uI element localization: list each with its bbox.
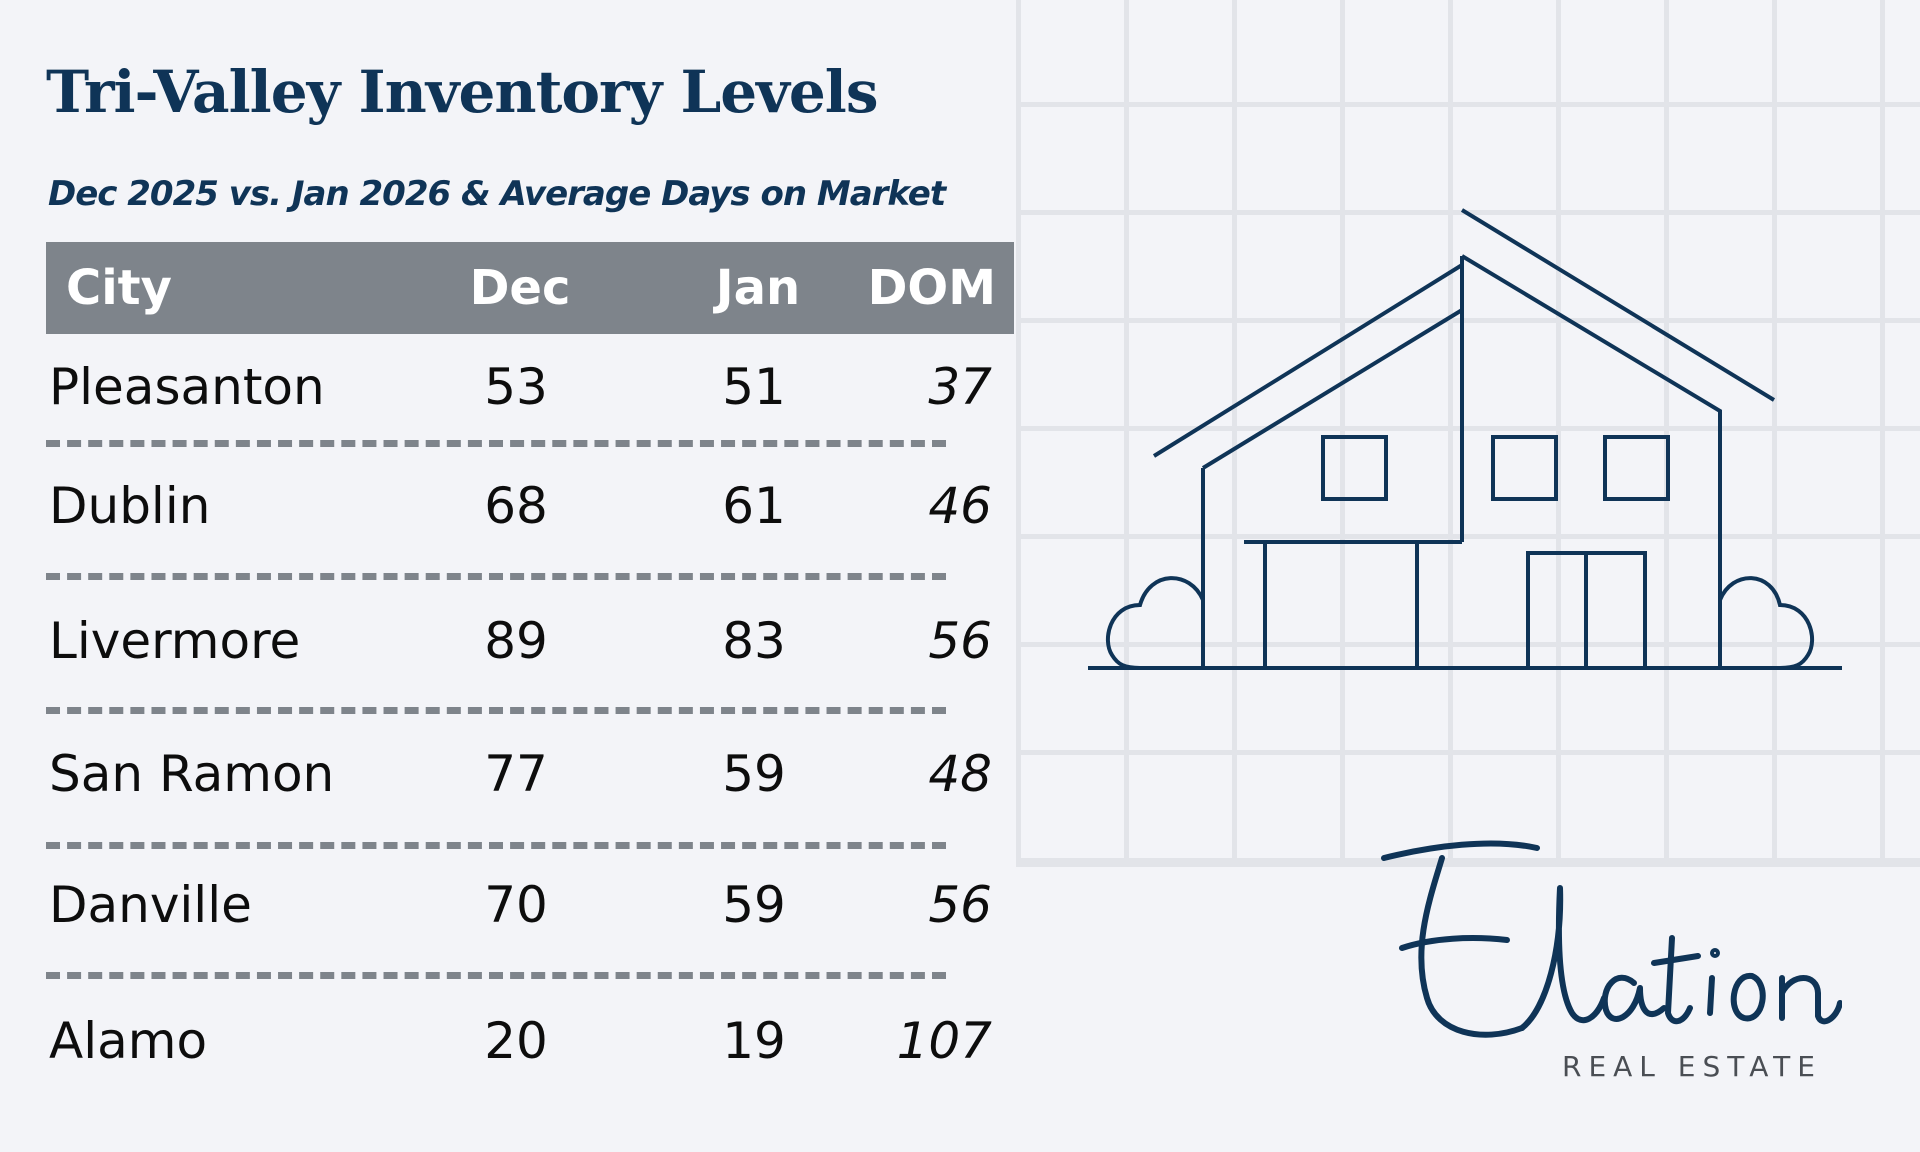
cell-city: Danville: [49, 876, 252, 934]
cell-dom: 46: [928, 477, 992, 535]
cell-city: Alamo: [49, 1012, 208, 1070]
cell-dec: 77: [484, 745, 548, 803]
cell-dom: 37: [928, 358, 992, 416]
table-row: Alamo 20 19 107: [46, 1004, 1014, 1084]
cell-city: San Ramon: [49, 745, 335, 803]
cell-dec: 70: [484, 876, 548, 934]
cell-jan: 59: [722, 745, 786, 803]
row-divider: [46, 972, 946, 979]
table-header: City Dec Jan DOM: [46, 242, 1014, 334]
table-row: Pleasanton 53 51 37: [46, 350, 1014, 430]
cell-dom: 48: [928, 745, 992, 803]
header-city: City: [66, 260, 172, 316]
cell-city: Livermore: [49, 612, 301, 670]
grid-background: [1016, 0, 1920, 867]
page-title: Tri-Valley Inventory Levels: [46, 58, 878, 126]
cell-city: Dublin: [49, 477, 211, 535]
page-subtitle: Dec 2025 vs. Jan 2026 & Average Days on …: [48, 174, 946, 214]
row-divider: [46, 707, 946, 714]
cell-dom: 56: [928, 612, 992, 670]
header-dom: DOM: [867, 260, 996, 316]
cell-jan: 61: [722, 477, 786, 535]
header-jan: Jan: [715, 260, 801, 316]
cell-jan: 51: [722, 358, 786, 416]
cell-dom: 107: [896, 1012, 992, 1070]
table-row: Livermore 89 83 56: [46, 604, 1014, 684]
elation-script-logo: [1381, 840, 1842, 1038]
cell-dom: 56: [928, 876, 992, 934]
elation-logo: REAL ESTATE: [1372, 828, 1842, 1088]
cell-city: Pleasanton: [49, 358, 325, 416]
logo-tagline: REAL ESTATE: [1562, 1050, 1822, 1083]
cell-dec: 20: [484, 1012, 548, 1070]
header-dec: Dec: [469, 260, 571, 316]
house-illustration: [1088, 208, 1842, 670]
inventory-table: City Dec Jan DOM Pleasanton 53 51 37 Dub…: [46, 242, 1014, 1070]
table-row: Danville 70 59 56: [46, 868, 1014, 948]
row-divider: [46, 573, 946, 580]
cell-jan: 83: [722, 612, 786, 670]
cell-dec: 68: [484, 477, 548, 535]
cell-jan: 59: [722, 876, 786, 934]
table-row: San Ramon 77 59 48: [46, 737, 1014, 817]
cell-dec: 53: [484, 358, 548, 416]
table-row: Dublin 68 61 46: [46, 469, 1014, 549]
cell-dec: 89: [484, 612, 548, 670]
cell-jan: 19: [722, 1012, 786, 1070]
row-divider: [46, 440, 946, 447]
row-divider: [46, 842, 946, 849]
